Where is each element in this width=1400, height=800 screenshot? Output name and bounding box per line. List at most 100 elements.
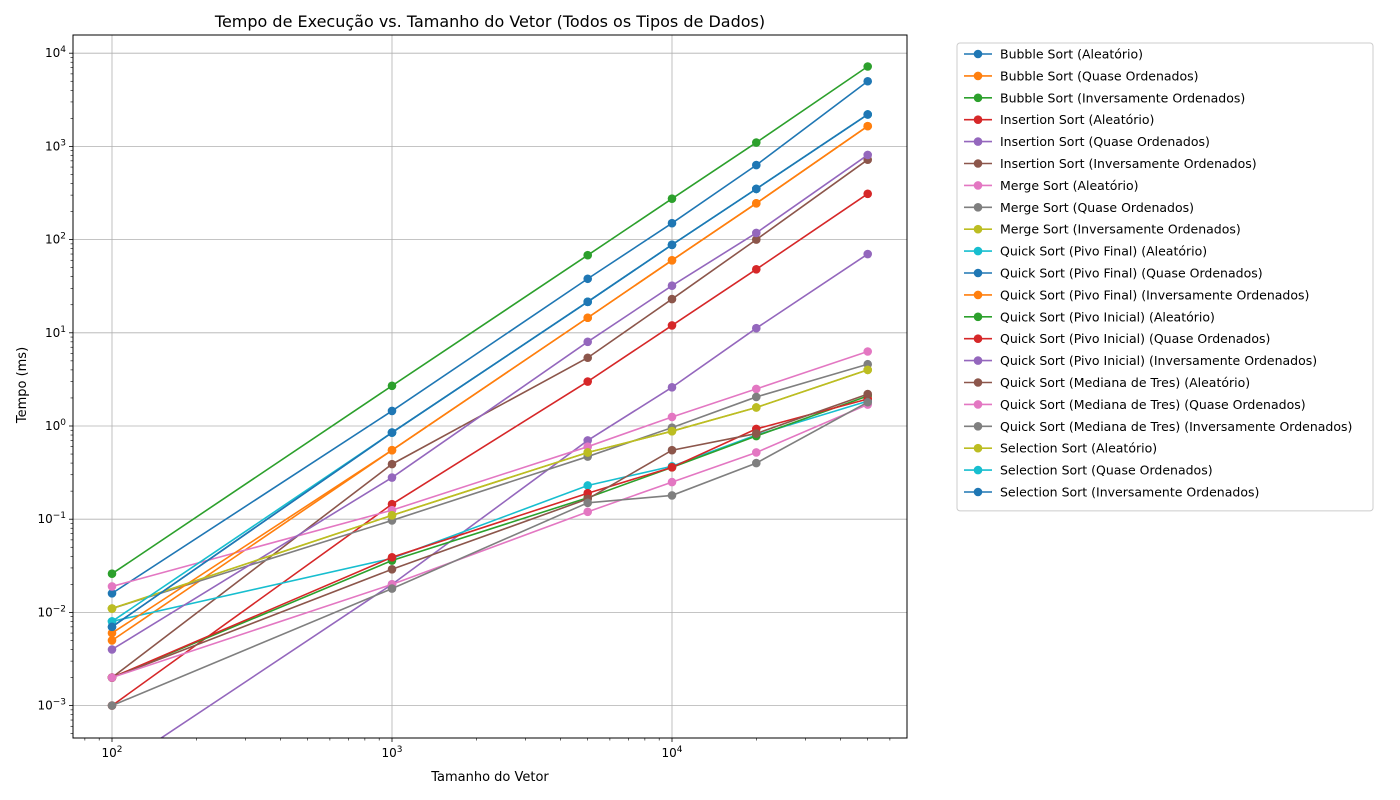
data-point xyxy=(751,184,761,194)
legend-label: Quick Sort (Pivo Final) (Quase Ordenados… xyxy=(1000,266,1263,281)
data-point xyxy=(667,383,677,392)
legend-swatch-marker xyxy=(973,312,983,322)
legend-swatch-marker xyxy=(973,422,983,431)
legend-item[interactable]: Merge Sort (Inversamente Ordenados) xyxy=(964,222,1241,237)
legend-item[interactable]: Insertion Sort (Inversamente Ordenados) xyxy=(964,156,1257,171)
legend-label: Quick Sort (Pivo Inicial) (Inversamente … xyxy=(1000,353,1317,368)
data-point xyxy=(387,473,397,482)
data-point xyxy=(667,294,677,304)
data-point xyxy=(387,553,397,562)
data-point xyxy=(107,673,117,682)
data-point xyxy=(387,499,397,509)
legend[interactable]: Bubble Sort (Aleatório) Bubble Sort (Quas… xyxy=(956,42,1374,512)
legend-item[interactable]: Quick Sort (Mediana de Tres) (Quase Orde… xyxy=(964,397,1306,412)
x-tick-label: 103 xyxy=(381,745,402,760)
legend-swatch-marker xyxy=(973,356,983,365)
legend-item[interactable]: Merge Sort (Quase Ordenados) xyxy=(964,200,1194,215)
legend-item[interactable]: Selection Sort (Inversamente Ordenados) xyxy=(964,485,1259,500)
series-3 xyxy=(107,62,873,579)
legend-swatch-marker xyxy=(973,115,983,124)
data-point xyxy=(751,199,761,208)
legend-item[interactable]: Bubble Sort (Inversamente Ordenados) xyxy=(964,90,1245,105)
data-point xyxy=(107,589,117,598)
legend-item[interactable]: Selection Sort (Quase Ordenados) xyxy=(964,463,1213,478)
data-point xyxy=(583,436,593,445)
legend-swatch-marker xyxy=(973,93,983,103)
legend-label: Quick Sort (Pivo Inicial) (Aleatório) xyxy=(1000,309,1215,324)
y-tick-label: 10−1 xyxy=(37,511,66,526)
data-point xyxy=(667,218,677,228)
data-point xyxy=(863,62,873,71)
legend-swatch-marker xyxy=(973,49,983,59)
series-line xyxy=(111,193,869,707)
legend-item[interactable]: Selection Sort (Aleatório) xyxy=(964,441,1157,456)
series-line xyxy=(111,65,869,575)
series-12 xyxy=(107,121,873,638)
legend-label: Bubble Sort (Inversamente Ordenados) xyxy=(1000,90,1245,105)
legend-item[interactable]: Quick Sort (Pivo Final) (Inversamente Or… xyxy=(964,287,1309,302)
data-point xyxy=(107,636,117,645)
y-tick-label: 101 xyxy=(45,325,66,340)
data-point xyxy=(387,584,397,593)
data-point xyxy=(751,235,761,244)
legend-label: Selection Sort (Aleatório) xyxy=(1000,441,1157,456)
data-point xyxy=(751,392,761,402)
data-point xyxy=(583,337,593,347)
data-point xyxy=(751,323,761,333)
y-tick-label: 10−3 xyxy=(37,698,66,713)
legend-item[interactable]: Quick Sort (Mediana de Tres) (Aleatório) xyxy=(964,375,1250,390)
data-point xyxy=(583,377,593,386)
legend-label: Merge Sort (Inversamente Ordenados) xyxy=(1000,222,1241,237)
data-point xyxy=(107,645,117,654)
series-line xyxy=(111,154,869,651)
legend-label: Quick Sort (Pivo Final) (Inversamente Or… xyxy=(1000,287,1309,302)
legend-item[interactable]: Insertion Sort (Aleatório) xyxy=(964,112,1154,127)
series-line xyxy=(111,125,869,634)
series-line xyxy=(111,395,868,679)
legend-swatch-marker xyxy=(973,268,983,278)
data-point xyxy=(751,160,761,170)
y-axis-label: Tempo (ms) xyxy=(15,347,30,424)
legend-swatch-marker xyxy=(973,290,983,300)
data-point xyxy=(751,265,761,274)
data-point xyxy=(667,445,677,455)
data-point xyxy=(863,110,873,119)
legend-item[interactable]: Quick Sort (Pivo Inicial) (Inversamente … xyxy=(964,353,1317,368)
data-point xyxy=(667,255,677,265)
legend-label: Selection Sort (Quase Ordenados) xyxy=(1000,463,1213,478)
data-point xyxy=(751,429,761,438)
legend-item[interactable]: Quick Sort (Pivo Inicial) (Quase Ordenad… xyxy=(964,331,1270,346)
data-point xyxy=(583,448,593,457)
y-tick-label: 102 xyxy=(45,232,66,247)
series-1 xyxy=(107,76,873,598)
legend-box xyxy=(956,42,1374,512)
legend-item[interactable]: Bubble Sort (Quase Ordenados) xyxy=(964,68,1199,83)
legend-label: Bubble Sort (Quase Ordenados) xyxy=(1000,68,1199,83)
data-point xyxy=(583,498,593,508)
data-point xyxy=(107,582,117,591)
legend-item[interactable]: Merge Sort (Aleatório) xyxy=(964,178,1139,193)
data-point xyxy=(583,481,593,490)
legend-item[interactable]: Bubble Sort (Aleatório) xyxy=(964,47,1143,62)
data-point xyxy=(863,249,873,259)
legend-label: Insertion Sort (Aleatório) xyxy=(1000,112,1154,127)
series-line xyxy=(159,253,869,738)
legend-label: Selection Sort (Inversamente Ordenados) xyxy=(1000,485,1259,500)
data-point xyxy=(863,150,873,160)
legend-swatch-marker xyxy=(973,159,983,168)
legend-item[interactable]: Insertion Sort (Quase Ordenados) xyxy=(964,134,1210,149)
legend-item[interactable]: Quick Sort (Pivo Final) (Quase Ordenados… xyxy=(964,266,1263,281)
legend-item[interactable]: Quick Sort (Pivo Final) (Aleatório) xyxy=(964,244,1207,259)
legend-label: Quick Sort (Mediana de Tres) (Inversamen… xyxy=(1000,419,1352,434)
legend-item[interactable]: Quick Sort (Pivo Inicial) (Aleatório) xyxy=(964,309,1215,324)
data-point xyxy=(387,459,397,469)
chart-title: Tempo de Execução vs. Tamanho do Vetor (… xyxy=(214,12,765,31)
data-point xyxy=(863,189,873,199)
series-line xyxy=(111,398,868,679)
data-point xyxy=(751,228,761,238)
data-point xyxy=(387,406,397,416)
legend-item[interactable]: Quick Sort (Mediana de Tres) (Inversamen… xyxy=(964,419,1352,434)
legend-label: Quick Sort (Pivo Final) (Aleatório) xyxy=(1000,244,1207,259)
legend-swatch-marker xyxy=(973,137,983,146)
series-19 xyxy=(107,365,873,613)
